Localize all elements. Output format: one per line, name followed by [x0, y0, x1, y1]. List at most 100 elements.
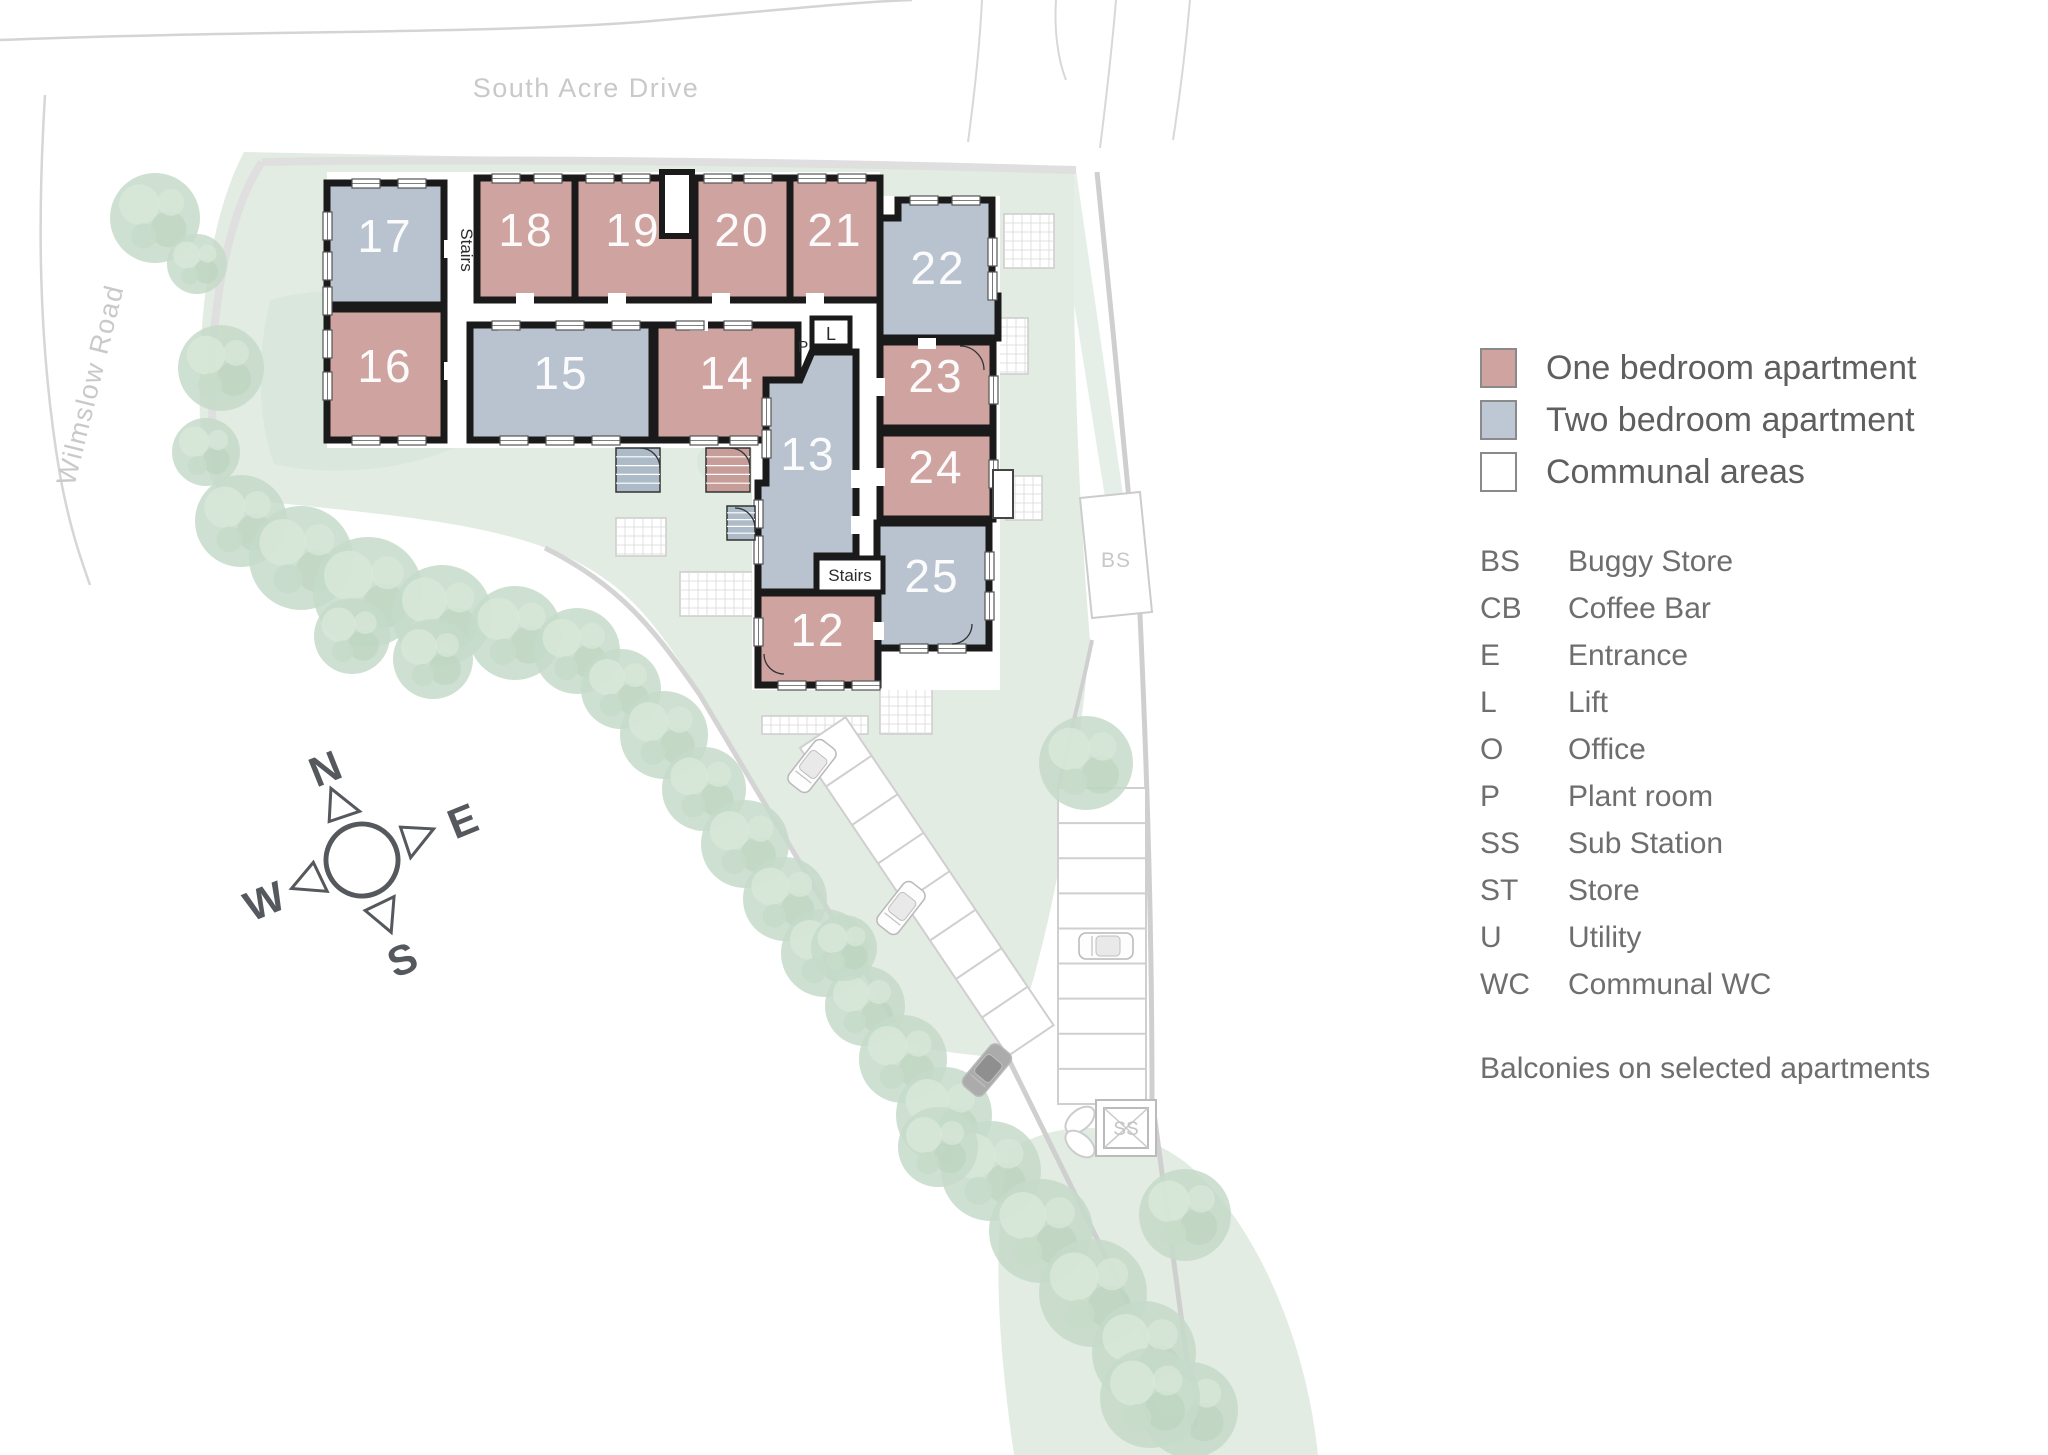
abbr-code: U: [1480, 920, 1502, 954]
tree-highlight: [993, 1138, 1024, 1169]
porch-steps: [615, 447, 661, 493]
window: [777, 680, 807, 691]
door-swing-arc: [639, 447, 661, 469]
two-bedroom-swatch: [1480, 400, 1517, 440]
outbuildings: BS SS: [1064, 490, 1157, 1159]
tree-highlight: [186, 335, 226, 375]
room-25: 25: [873, 519, 993, 652]
tree-clump: [916, 1151, 940, 1175]
tree-highlight: [905, 1030, 932, 1057]
abbr-code: CB: [1480, 591, 1522, 625]
tree-clump: [721, 849, 747, 874]
tree-clump: [331, 640, 354, 662]
tree-highlight: [207, 429, 229, 451]
tree-highlight: [173, 241, 200, 269]
legend: One bedroom apartment Two bedroom apartm…: [1480, 330, 2048, 1086]
road-kerb: [967, 0, 983, 143]
abbr-row-l: L Lift: [1480, 679, 2048, 726]
door-gap: [444, 362, 455, 380]
substation-cross: [1103, 1107, 1149, 1149]
road-edge-left: [39, 94, 92, 586]
road-kerb: [1099, 0, 1117, 149]
abbr-row-bs: BS Buggy Store: [1480, 538, 2048, 585]
tree-clump: [131, 223, 157, 249]
window: [675, 320, 705, 331]
legend-note: Balconies on selected apartments: [1480, 1052, 1931, 1085]
compass-pointer-s: [362, 894, 396, 936]
room-24: 24: [876, 429, 997, 523]
abbr-desc: Entrance: [1568, 638, 1689, 672]
car-roof: [974, 1053, 1003, 1083]
lift-label: L: [826, 324, 836, 344]
tree-shade: [934, 1141, 966, 1173]
planting-ornament: [1064, 1129, 1096, 1159]
tree-highlight: [940, 1121, 964, 1145]
room-24-number: 24: [908, 441, 963, 493]
tree-clump: [826, 951, 845, 971]
tree-clump: [1064, 1299, 1095, 1330]
tree-shade: [429, 653, 461, 685]
window: [397, 435, 427, 446]
parking-bay-line: [825, 754, 873, 788]
tree: [989, 1179, 1093, 1283]
one-bedroom-swatch: [1480, 348, 1517, 388]
compass-s: S: [380, 933, 424, 987]
door-gap: [851, 516, 862, 534]
door-swing-arc: [959, 345, 985, 371]
cars: [787, 738, 1134, 1097]
tree-highlight: [542, 618, 582, 658]
stairs-lower-box: [814, 555, 886, 595]
tree: [110, 173, 200, 263]
car: [876, 880, 926, 936]
tree-highlight: [628, 702, 669, 742]
room-19-number: 19: [605, 204, 660, 256]
car-windshield: [795, 770, 812, 784]
tree-highlight: [477, 597, 520, 641]
tree-clump: [1061, 768, 1088, 795]
parking-bay-line: [851, 793, 899, 826]
parking-bay-line: [955, 947, 1003, 980]
stairs-upper-label: Stairs: [457, 228, 476, 271]
door-gap: [444, 240, 455, 258]
tree-shade: [1145, 1390, 1185, 1431]
road-label-south-acre-drive: South Acre Drive: [473, 73, 700, 103]
tree-highlight: [1049, 1252, 1099, 1302]
abbr-row-p: P Plant room: [1480, 773, 2048, 820]
tree-highlight: [1102, 1314, 1150, 1361]
room-21-number: 21: [807, 204, 862, 256]
tree-highlight: [1043, 1197, 1075, 1229]
room-18: 18: [473, 174, 579, 304]
tree-shade: [150, 211, 187, 248]
window: [351, 435, 381, 446]
room-12: 12: [754, 589, 882, 689]
tree-shade: [216, 361, 252, 396]
window: [703, 173, 733, 184]
window: [851, 680, 881, 691]
tree-clump: [879, 1064, 905, 1089]
compass-e: E: [441, 794, 485, 848]
tree-highlight: [303, 524, 335, 556]
compass-pointer-e: [398, 825, 437, 861]
window: [689, 435, 719, 446]
tree-clump: [599, 693, 623, 717]
abbr-desc: Buggy Store: [1568, 544, 1734, 578]
legend-item-communal: Communal areas: [1480, 446, 2048, 498]
tree-highlight: [845, 926, 866, 947]
car: [961, 1043, 1013, 1097]
tree: [167, 234, 227, 294]
tree-clump: [681, 794, 706, 818]
tree-highlight: [178, 426, 210, 458]
abbr-code: L: [1480, 685, 1497, 719]
tree-highlight: [817, 923, 848, 953]
facade-notch: [659, 169, 695, 239]
abbr-desc: Sub Station: [1568, 826, 1724, 860]
tree-highlight: [1048, 727, 1091, 771]
tree-highlight: [787, 871, 813, 897]
tree-clump: [490, 638, 517, 665]
abbr-code: WC: [1480, 967, 1530, 1001]
legend-item-label: One bedroom apartment: [1546, 348, 1917, 387]
window: [585, 173, 615, 184]
tree-clump: [1123, 1404, 1152, 1432]
window: [984, 591, 995, 621]
tree-clump: [964, 1177, 993, 1205]
